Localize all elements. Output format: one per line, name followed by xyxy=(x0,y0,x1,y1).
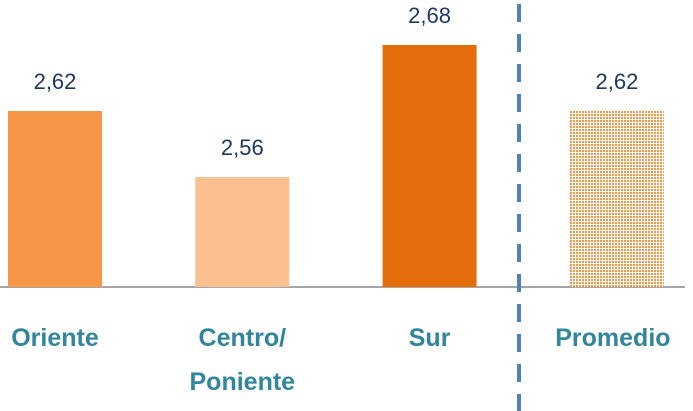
category-label: Sur xyxy=(408,324,451,352)
category-label: Centro/ Poniente xyxy=(189,324,296,396)
value-label: 2,68 xyxy=(408,3,451,28)
value-label: 2,62 xyxy=(34,69,77,94)
category-label: Promedio xyxy=(555,324,671,352)
bar xyxy=(569,111,664,287)
bar xyxy=(382,45,477,287)
bar xyxy=(195,177,290,287)
value-label: 2,56 xyxy=(221,135,264,160)
value-label: 2,62 xyxy=(595,69,638,94)
category-label: Oriente xyxy=(11,324,99,352)
bar xyxy=(8,111,102,287)
